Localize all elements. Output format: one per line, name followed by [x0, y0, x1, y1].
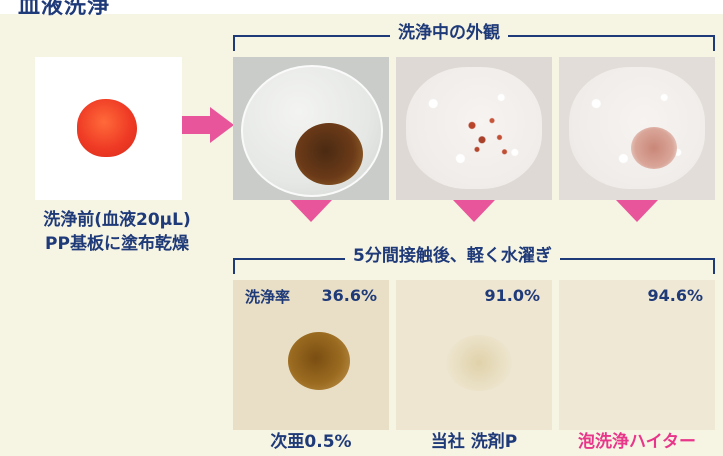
result-caption-hypochlorite: 次亜0.5%: [270, 432, 352, 452]
during-photo-detergent-p: [396, 57, 552, 200]
before-caption-line2: PP基板に塗布乾燥: [45, 234, 189, 254]
rate-value: 94.6%: [647, 286, 703, 305]
page-header: 血液洗浄: [0, 0, 723, 19]
foam: [406, 67, 542, 189]
blood-spot: [77, 99, 137, 157]
before-caption: 洗浄前(血液20μL) PP基板に塗布乾燥: [26, 208, 208, 256]
rate-value: 36.6%: [321, 286, 377, 305]
result-photo-foam-haiter: 94.6%: [559, 280, 715, 430]
result-caption-foam-haiter: 泡洗浄ハイター: [578, 432, 696, 452]
faint-residue: [446, 335, 512, 391]
during-photo-hypochlorite: [233, 57, 389, 200]
after-label: 5分間接触後、軽く水濯ぎ: [345, 245, 560, 267]
triangle-down-icon: [453, 200, 495, 222]
result-photo-hypochlorite: 洗浄率 36.6%: [233, 280, 389, 430]
result-caption-detergent-p: 当社 洗剤P: [430, 432, 518, 452]
pink-stain: [631, 127, 677, 169]
red-speckles: [462, 111, 512, 159]
rate-label: 洗浄率: [245, 288, 291, 306]
arrow-right-icon: [182, 107, 234, 143]
during-photo-foam-haiter: [559, 57, 715, 200]
page-title: 血液洗浄: [18, 0, 111, 19]
during-label: 洗浄中の外観: [390, 22, 508, 44]
remaining-stain: [288, 332, 350, 390]
petri-dish: [241, 65, 383, 197]
triangle-down-icon: [616, 200, 658, 222]
foam: [569, 67, 705, 189]
triangle-down-icon: [290, 200, 332, 222]
brown-stain: [295, 123, 363, 185]
rate-value: 91.0%: [484, 286, 540, 305]
before-sample-photo: [35, 57, 182, 200]
result-photo-detergent-p: 91.0%: [396, 280, 552, 430]
before-caption-line1: 洗浄前(血液20μL): [43, 210, 191, 230]
